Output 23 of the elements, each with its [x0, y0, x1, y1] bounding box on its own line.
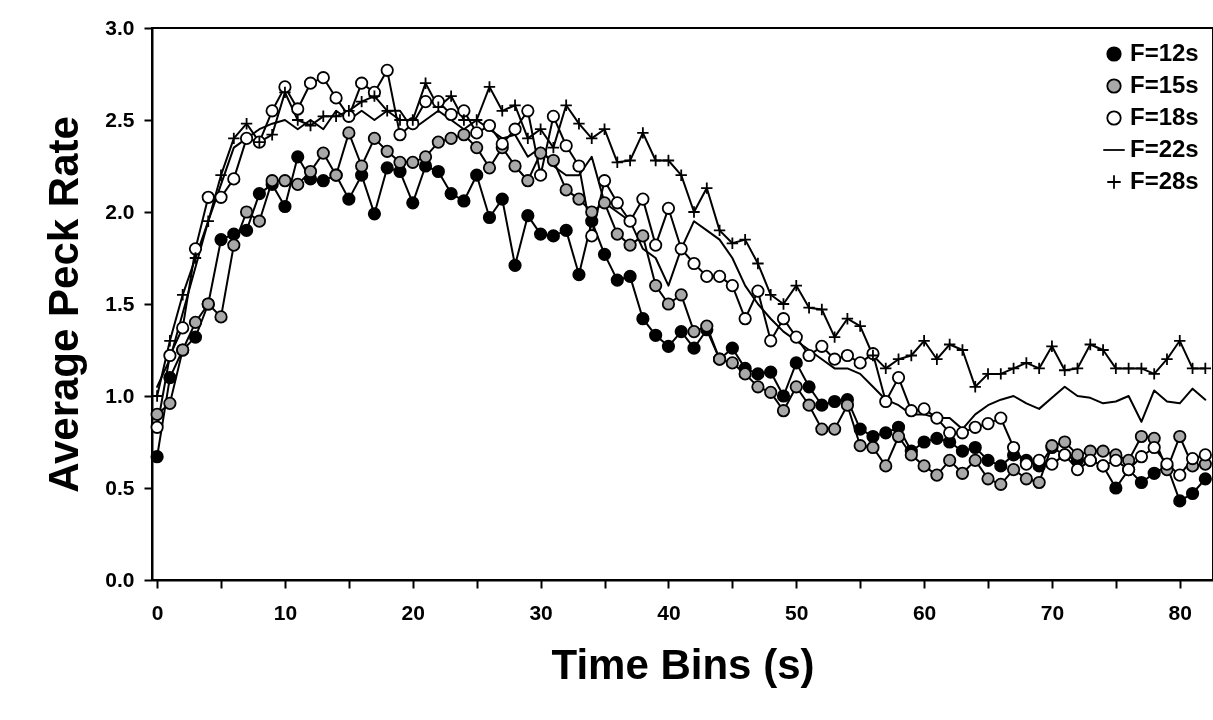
y-tick-label: 1.0	[105, 383, 135, 407]
x-tick-label: 40	[657, 600, 681, 624]
legend-label: F=22s	[1130, 135, 1199, 162]
legend-label: F=28s	[1130, 167, 1199, 194]
x-axis-title: Time Bins (s)	[551, 640, 815, 688]
x-tick-label: 30	[529, 600, 553, 624]
y-tick-label: 2.5	[105, 107, 135, 131]
y-tick-label: 2.0	[105, 199, 135, 223]
legend-label: F=12s	[1130, 39, 1199, 66]
y-tick-label: 1.5	[105, 291, 135, 315]
x-tick-label: 80	[1168, 600, 1192, 624]
x-tick-label: 0	[151, 600, 164, 624]
x-tick-label: 50	[785, 600, 809, 624]
x-tick-label: 70	[1040, 600, 1065, 624]
x-tick-label: 20	[401, 600, 425, 624]
y-tick-label: 3.0	[105, 15, 135, 39]
legend-label: F=15s	[1130, 71, 1199, 98]
legend-label: F=18s	[1130, 103, 1199, 130]
x-tick-label: 60	[912, 600, 937, 624]
y-axis-title: Average Peck Rate	[40, 116, 88, 493]
y-tick-label: 0.0	[105, 567, 135, 591]
x-tick-label: 10	[273, 600, 298, 624]
y-tick-label: 0.5	[105, 475, 135, 499]
